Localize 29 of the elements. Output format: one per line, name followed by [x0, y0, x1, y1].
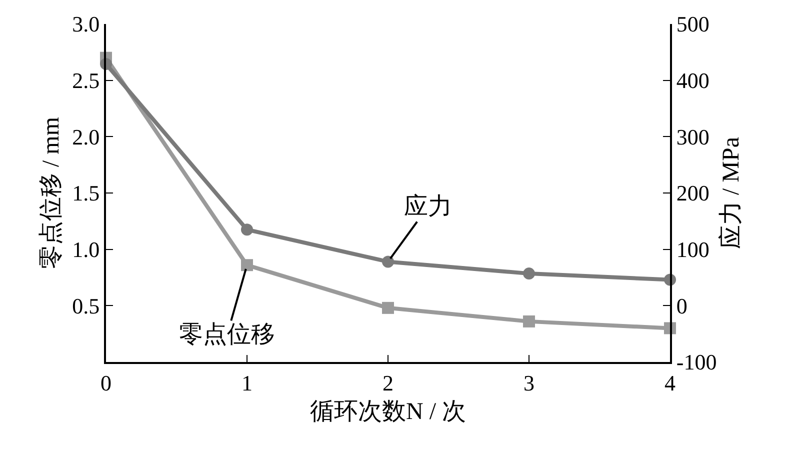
x-tick-label: 3 — [524, 370, 534, 396]
x-axis-title: 循环次数N / 次 — [310, 399, 466, 426]
series-label: 应力 — [404, 193, 452, 220]
x-tick-label: 4 — [664, 370, 676, 396]
x-tick-label: 1 — [242, 370, 252, 396]
y2-axis-title: 应力 / MPa — [718, 136, 745, 250]
y-axis-title: 零点位移 / mm — [38, 116, 65, 270]
y2-tick-label: -100 — [676, 350, 717, 375]
y2-tick-label: 0 — [676, 293, 688, 318]
y-tick-label: 3.0 — [72, 12, 100, 37]
point — [382, 302, 394, 314]
point — [241, 259, 253, 272]
y-tick-label: 0.5 — [72, 293, 100, 318]
y-tick-label: 2.5 — [72, 68, 100, 94]
y2-tick-label: 300 — [676, 124, 710, 150]
series-label: 零点位移 — [179, 322, 275, 348]
point — [382, 256, 394, 268]
y-tick-label: 1.5 — [72, 180, 100, 206]
y2-tick-label: 200 — [676, 180, 710, 206]
x-tick-label: 0 — [100, 370, 112, 396]
y-tick-label: 2.0 — [72, 124, 100, 150]
y2-tick-label: 500 — [676, 12, 710, 37]
point — [523, 268, 535, 280]
point — [523, 315, 535, 328]
point — [241, 224, 253, 236]
x-tick-label: 2 — [382, 370, 394, 396]
y-tick-label: 1.0 — [72, 237, 100, 262]
y2-tick-label: 400 — [676, 68, 710, 94]
y2-tick-label: 100 — [676, 237, 710, 262]
